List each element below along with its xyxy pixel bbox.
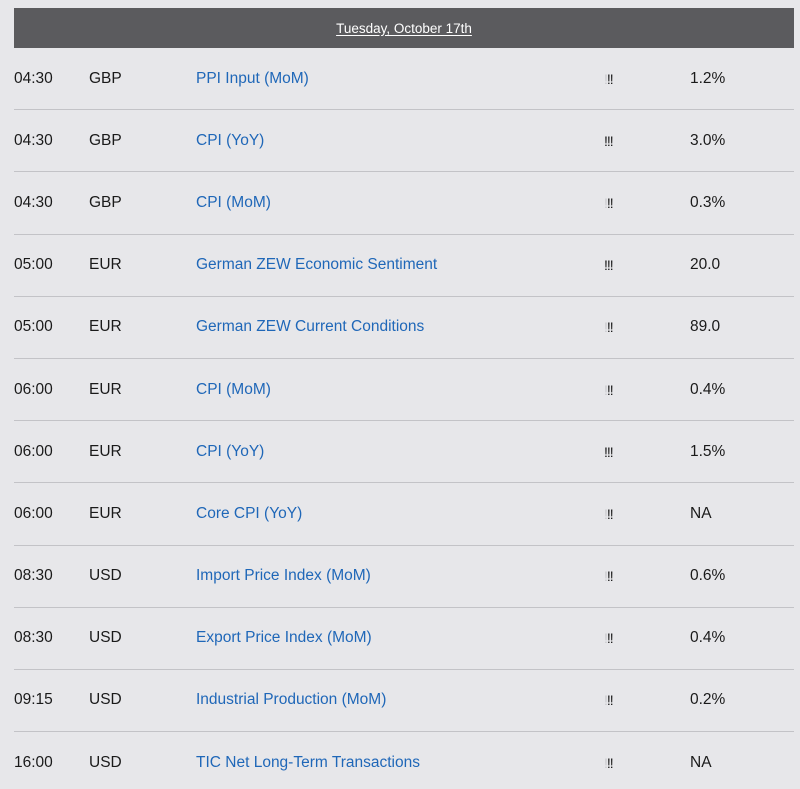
- event-actual: 0.4%: [690, 629, 726, 647]
- event-row: 06:00 EUR CPI (YoY)!!! 1.5%: [14, 421, 794, 484]
- events-table: 04:30 GBP PPI Input (MoM)!!! 1.2% 04:30 GBP CP…: [14, 48, 794, 789]
- event-actual: 89.0: [690, 318, 721, 336]
- event-time: 04:30: [14, 193, 53, 211]
- event-name-link[interactable]: PPI Input (MoM): [196, 69, 309, 87]
- event-row: 08:30 USD Import Price Index (MoM)!!! 0.6%: [14, 546, 794, 608]
- event-row: 05:00 EUR German ZEW Economic Sentiment!!!…: [14, 235, 794, 297]
- event-row: 04:30 GBP PPI Input (MoM)!!! 1.2%: [14, 48, 794, 111]
- event-name-link[interactable]: CPI (YoY): [196, 131, 265, 149]
- event-row: 16:00 USD TIC Net Long-Term Transactions!!…: [14, 732, 794, 789]
- importance-dim-marks: !: [604, 755, 608, 772]
- importance-dim-marks: !: [604, 70, 608, 87]
- event-currency: EUR: [89, 504, 122, 522]
- importance-dim-marks: !: [604, 630, 608, 647]
- importance-dim-marks: !: [604, 505, 608, 522]
- event-time: 04:30: [14, 69, 53, 87]
- importance-marks: !!!: [604, 132, 614, 149]
- event-name-link[interactable]: Export Price Index (MoM): [196, 629, 372, 647]
- importance-marks: !!: [606, 381, 614, 398]
- event-time: 05:00: [14, 318, 53, 336]
- event-row: 04:30 GBP CPI (YoY)!!! 3.0%: [14, 110, 794, 173]
- event-time: 16:00: [14, 754, 53, 772]
- event-time: 05:00: [14, 256, 53, 274]
- event-currency: GBP: [89, 69, 122, 87]
- event-currency: GBP: [89, 131, 122, 149]
- importance-marks: !!: [606, 755, 614, 772]
- event-importance: !!!: [604, 172, 644, 233]
- event-importance: !!!: [604, 359, 644, 420]
- importance-dim-marks: !: [604, 692, 608, 709]
- event-actual: 1.2%: [690, 69, 726, 87]
- event-name-link[interactable]: Import Price Index (MoM): [196, 567, 371, 585]
- event-actual: NA: [690, 504, 712, 522]
- event-time: 04:30: [14, 131, 53, 149]
- event-name-link[interactable]: German ZEW Economic Sentiment: [196, 256, 438, 274]
- event-actual: 0.3%: [690, 193, 726, 211]
- importance-dim-marks: !: [604, 381, 608, 398]
- importance-dim-marks: !: [604, 319, 608, 336]
- importance-marks: !!: [606, 505, 614, 522]
- event-currency: USD: [89, 754, 122, 772]
- event-name-link[interactable]: TIC Net Long-Term Transactions: [196, 754, 420, 772]
- event-currency: USD: [89, 567, 122, 585]
- event-actual: 20.0: [690, 256, 721, 274]
- event-actual: 1.5%: [690, 442, 726, 460]
- event-name-link[interactable]: Industrial Production (MoM): [196, 691, 387, 709]
- event-row: 05:00 EUR German ZEW Current Conditions!!!…: [14, 297, 794, 359]
- importance-dim-marks: !: [604, 194, 608, 211]
- event-name-link[interactable]: CPI (MoM): [196, 380, 271, 398]
- event-actual: 0.2%: [690, 691, 726, 709]
- event-currency: EUR: [89, 380, 122, 398]
- event-currency: USD: [89, 629, 122, 647]
- importance-marks: !!: [606, 319, 614, 336]
- event-importance: !!!: [604, 732, 644, 789]
- event-name-link[interactable]: German ZEW Current Conditions: [196, 318, 425, 336]
- importance-marks: !!: [606, 630, 614, 647]
- day-header: Tuesday, October 17th: [14, 8, 794, 48]
- event-actual: 0.6%: [690, 567, 726, 585]
- event-importance: !!!: [604, 546, 644, 607]
- importance-dim-marks: !: [604, 568, 608, 585]
- event-time: 06:00: [14, 442, 53, 460]
- event-actual: NA: [690, 754, 712, 772]
- event-importance: !!!: [604, 421, 644, 482]
- importance-marks: !!: [606, 194, 614, 211]
- event-importance: !!!: [604, 235, 644, 296]
- event-importance: !!!: [604, 483, 644, 544]
- event-importance: !!!: [604, 110, 644, 171]
- event-importance: !!!: [604, 48, 644, 109]
- event-name-link[interactable]: CPI (MoM): [196, 193, 271, 211]
- event-actual: 3.0%: [690, 131, 726, 149]
- event-time: 08:30: [14, 567, 53, 585]
- day-header-date[interactable]: Tuesday, October 17th: [336, 20, 472, 36]
- importance-marks: !!!: [604, 257, 614, 274]
- importance-marks: !!: [606, 568, 614, 585]
- event-name-link[interactable]: Core CPI (YoY): [196, 504, 303, 522]
- event-importance: !!!: [604, 608, 644, 669]
- event-time: 09:15: [14, 691, 53, 709]
- event-time: 08:30: [14, 629, 53, 647]
- event-importance: !!!: [604, 670, 644, 731]
- event-time: 06:00: [14, 380, 53, 398]
- event-currency: EUR: [89, 442, 122, 460]
- event-importance: !!!: [604, 297, 644, 358]
- importance-marks: !!: [606, 692, 614, 709]
- event-currency: USD: [89, 691, 122, 709]
- event-row: 06:00 EUR CPI (MoM)!!! 0.4%: [14, 359, 794, 422]
- event-currency: EUR: [89, 318, 122, 336]
- event-name-link[interactable]: CPI (YoY): [196, 442, 265, 460]
- event-row: 06:00 EUR Core CPI (YoY)!!! NA: [14, 483, 794, 546]
- event-time: 06:00: [14, 504, 53, 522]
- importance-marks: !!: [606, 70, 614, 87]
- event-currency: EUR: [89, 256, 122, 274]
- event-row: 04:30 GBP CPI (MoM)!!! 0.3%: [14, 172, 794, 235]
- event-currency: GBP: [89, 193, 122, 211]
- importance-marks: !!!: [604, 443, 614, 460]
- event-row: 08:30 USD Export Price Index (MoM)!!! 0.4%: [14, 608, 794, 670]
- event-actual: 0.4%: [690, 380, 726, 398]
- event-row: 09:15 USD Industrial Production (MoM)!!! 0.…: [14, 670, 794, 733]
